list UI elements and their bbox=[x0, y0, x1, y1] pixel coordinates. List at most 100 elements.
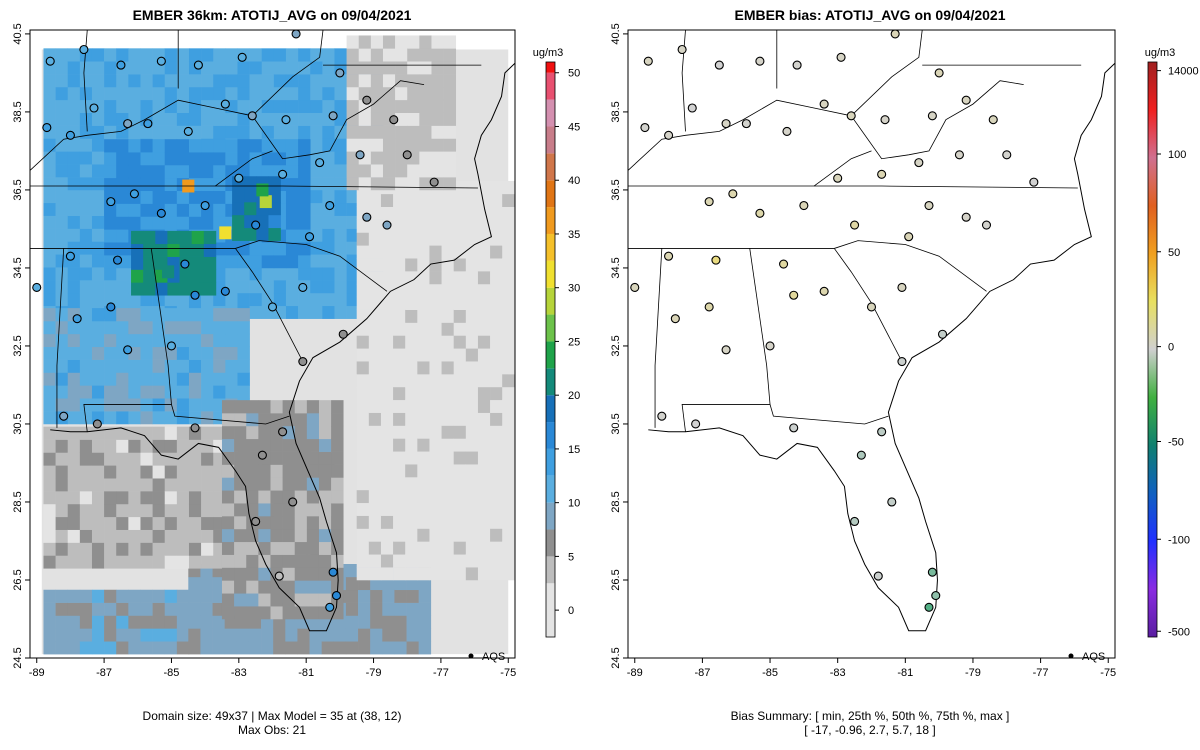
field-cell bbox=[55, 292, 69, 307]
field-cell bbox=[104, 516, 117, 530]
field-cell bbox=[104, 372, 117, 386]
obs-point bbox=[143, 119, 153, 129]
field-cell bbox=[213, 48, 226, 62]
field-cell bbox=[67, 99, 81, 113]
field-cell bbox=[201, 292, 214, 307]
field-cell bbox=[225, 61, 238, 75]
field-cell bbox=[465, 361, 479, 375]
bias-point bbox=[924, 200, 934, 211]
field-cell bbox=[237, 74, 250, 88]
field-cell bbox=[318, 451, 332, 465]
field-cell bbox=[331, 528, 344, 543]
y-tick-label: 32.5 bbox=[610, 335, 622, 356]
y-tick-label: 38.5 bbox=[12, 101, 24, 122]
field-cell bbox=[128, 439, 141, 453]
field-cell bbox=[309, 641, 322, 655]
field-cell bbox=[380, 464, 394, 478]
field-cell bbox=[225, 255, 238, 269]
field-cell bbox=[405, 348, 418, 362]
field-cell bbox=[188, 555, 202, 569]
field-cell bbox=[237, 359, 250, 373]
field-cell bbox=[322, 86, 335, 101]
field-cell bbox=[201, 216, 214, 230]
field-cell bbox=[261, 48, 275, 62]
field-cell bbox=[225, 86, 238, 101]
field-cell bbox=[246, 451, 259, 465]
field-cell bbox=[490, 271, 503, 285]
field-cell bbox=[417, 271, 430, 285]
obs-point bbox=[362, 212, 372, 222]
colorbar-tick-label: -100 bbox=[1168, 534, 1190, 546]
y-tick-label: 32.5 bbox=[12, 335, 24, 356]
field-cell bbox=[345, 563, 359, 578]
field-cell bbox=[477, 425, 491, 439]
field-cell bbox=[441, 335, 455, 349]
field-cell bbox=[236, 628, 250, 642]
field-cell bbox=[152, 112, 166, 126]
field-cell bbox=[234, 490, 247, 504]
field-cell bbox=[104, 308, 117, 322]
bias-point bbox=[721, 119, 731, 129]
field-cell bbox=[128, 411, 141, 425]
field-cell bbox=[358, 177, 372, 191]
field-cell bbox=[407, 164, 420, 178]
field-cell bbox=[318, 438, 332, 452]
field-cell bbox=[201, 190, 214, 204]
field-cell bbox=[104, 112, 117, 126]
field-cell bbox=[370, 151, 384, 165]
field-cell bbox=[405, 296, 418, 310]
field-cell bbox=[333, 641, 347, 655]
field-cell bbox=[179, 269, 192, 283]
field-cell bbox=[441, 386, 455, 401]
field-cell bbox=[306, 451, 320, 465]
bias-point bbox=[931, 591, 941, 601]
field-cell bbox=[249, 61, 263, 75]
field-cell bbox=[368, 322, 382, 336]
field-cell bbox=[176, 439, 190, 453]
field-cell bbox=[152, 139, 166, 153]
field-cell bbox=[282, 593, 296, 607]
field-cell bbox=[164, 61, 178, 75]
field-cell bbox=[502, 489, 515, 504]
field-cell bbox=[270, 580, 283, 594]
field-cell bbox=[221, 503, 235, 517]
field-cell bbox=[346, 228, 360, 242]
field-cell bbox=[200, 628, 213, 642]
field-cell bbox=[55, 491, 69, 505]
field-cell bbox=[43, 151, 56, 165]
obs-point bbox=[190, 290, 200, 300]
field-cell bbox=[234, 425, 247, 440]
field-cell bbox=[441, 425, 455, 439]
field-cell bbox=[237, 125, 250, 139]
field-cell bbox=[164, 439, 178, 453]
field-cell bbox=[346, 74, 360, 88]
field-cell bbox=[417, 245, 430, 259]
field-cell bbox=[116, 308, 129, 322]
field-cell bbox=[477, 309, 491, 323]
field-cell bbox=[502, 335, 515, 349]
field-cell bbox=[431, 61, 444, 75]
bias-point bbox=[981, 220, 992, 230]
field-cell bbox=[441, 528, 455, 542]
field-cell bbox=[164, 426, 178, 440]
field-cell bbox=[405, 245, 418, 259]
field-cell bbox=[331, 503, 344, 517]
obs-point bbox=[106, 302, 116, 312]
field-cell bbox=[213, 216, 226, 230]
field-cell bbox=[453, 348, 467, 362]
field-cell bbox=[246, 528, 259, 543]
field-cell bbox=[201, 320, 214, 335]
field-cell bbox=[201, 411, 214, 425]
field-cell bbox=[285, 203, 299, 217]
field-cell bbox=[331, 438, 344, 452]
field-cell bbox=[477, 399, 491, 413]
field-cell bbox=[310, 86, 323, 101]
colorbar-frame bbox=[545, 61, 556, 638]
field-hotspot bbox=[259, 195, 272, 209]
field-cell bbox=[273, 255, 287, 269]
field-cell bbox=[441, 374, 455, 388]
field-cell bbox=[380, 489, 394, 504]
field-cell bbox=[322, 267, 335, 281]
field-cell bbox=[258, 438, 271, 452]
field-cell bbox=[502, 271, 515, 285]
